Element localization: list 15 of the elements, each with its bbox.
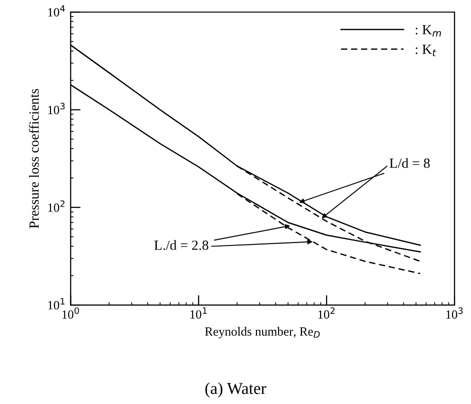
y-tick-label: 10$^{1}$: [48, 298, 65, 310]
legend-label: : K$_{t}$: [416, 44, 436, 56]
y-tick-label: 10$^{3}$: [48, 102, 65, 114]
x-tick-label: 10$^{3}$: [446, 307, 463, 319]
y-axis-title: Pressure loss coefficients: [28, 89, 39, 228]
x-tick-label: 10$^{0}$: [62, 307, 79, 319]
x-axis-title: Reynolds number, Re$_{D}$: [205, 326, 320, 338]
x-tick-label: 10$^{2}$: [318, 307, 335, 319]
text: (a) Water: [205, 382, 266, 398]
x-tick-label: 10$^{1}$: [190, 307, 207, 319]
annotation: L/d = 8: [390, 158, 430, 168]
legend-label: : K$_{m}$: [416, 25, 441, 37]
y-tick-label: 10$^{2}$: [48, 200, 64, 212]
annotation: L./d = 2.8: [154, 240, 208, 250]
y-tick-label: 10$^{4}$: [48, 5, 65, 17]
